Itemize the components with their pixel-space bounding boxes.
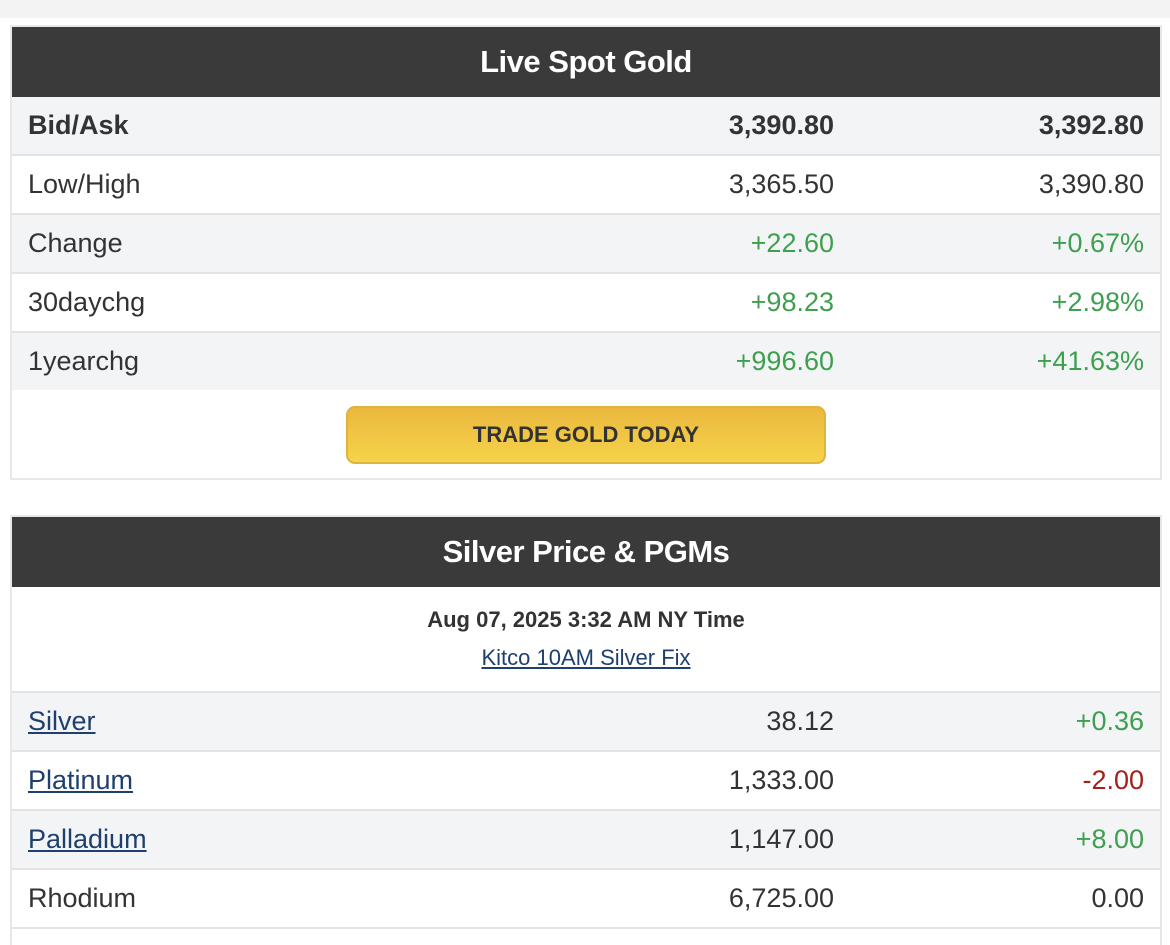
silver-fix-link[interactable]: Kitco 10AM Silver Fix bbox=[481, 645, 691, 670]
table-row-change: Change +22.60 +0.67% bbox=[12, 215, 1160, 274]
table-row-rhodium: Rhodium 6,725.00 0.00 bbox=[12, 870, 1160, 929]
row-label-wrap: Platinum bbox=[12, 765, 524, 796]
table-row-1yearchg: 1yearchg +996.60 +41.63% bbox=[12, 333, 1160, 390]
change-percent: +0.67% bbox=[1051, 228, 1144, 258]
table-row-bid-ask: Bid/Ask 3,390.80 3,392.80 bbox=[12, 97, 1160, 156]
live-spot-gold-panel: Live Spot Gold Bid/Ask 3,390.80 3,392.80… bbox=[10, 25, 1162, 480]
30day-change-value: +98.23 bbox=[750, 287, 834, 317]
change-value: +22.60 bbox=[750, 228, 834, 258]
top-strip bbox=[0, 0, 1170, 18]
silver-price: 38.12 bbox=[766, 706, 834, 736]
rhodium-price: 6,725.00 bbox=[728, 883, 834, 913]
table-row-silver: Silver 38.12 +0.36 bbox=[12, 693, 1160, 752]
high-value: 3,390.80 bbox=[1038, 169, 1144, 199]
platinum-change: -2.00 bbox=[1082, 765, 1144, 795]
trade-gold-button[interactable]: TRADE GOLD TODAY bbox=[346, 406, 826, 464]
row-label: 30daychg bbox=[28, 287, 146, 317]
silver-link[interactable]: Silver bbox=[28, 706, 96, 736]
low-value: 3,365.50 bbox=[728, 169, 834, 199]
1year-change-percent: +41.63% bbox=[1036, 346, 1144, 376]
row-label: Rhodium bbox=[28, 883, 137, 913]
table-row-low-high: Low/High 3,365.50 3,390.80 bbox=[12, 156, 1160, 215]
silver-pgms-panel: Silver Price & PGMs Aug 07, 2025 3:32 AM… bbox=[10, 515, 1162, 945]
panel-title: Silver Price & PGMs bbox=[12, 517, 1160, 587]
row-label-wrap: Palladium bbox=[12, 824, 524, 855]
table-row-platinum: Platinum 1,333.00 -2.00 bbox=[12, 752, 1160, 811]
rhodium-change: 0.00 bbox=[1091, 883, 1144, 913]
bid-value: 3,390.80 bbox=[728, 110, 834, 140]
row-label: Change bbox=[28, 228, 123, 258]
palladium-change: +8.00 bbox=[1075, 824, 1144, 854]
palladium-link[interactable]: Palladium bbox=[28, 824, 147, 854]
30day-change-percent: +2.98% bbox=[1051, 287, 1144, 317]
palladium-price: 1,147.00 bbox=[728, 824, 834, 854]
silver-change: +0.36 bbox=[1075, 706, 1144, 736]
row-label: Low/High bbox=[28, 169, 141, 199]
panel-meta: Aug 07, 2025 3:32 AM NY Time Kitco 10AM … bbox=[12, 587, 1160, 693]
row-label: 1yearchg bbox=[28, 346, 140, 376]
panel-title: Live Spot Gold bbox=[12, 27, 1160, 97]
row-label-wrap: Silver bbox=[12, 706, 524, 737]
platinum-link[interactable]: Platinum bbox=[28, 765, 134, 795]
1year-change-value: +996.60 bbox=[735, 346, 834, 376]
table-row-palladium: Palladium 1,147.00 +8.00 bbox=[12, 811, 1160, 870]
button-container: TRADE GOLD TODAY bbox=[12, 390, 1160, 480]
row-label: Bid/Ask bbox=[28, 110, 129, 140]
timestamp: Aug 07, 2025 3:32 AM NY Time bbox=[427, 607, 745, 632]
table-row-30daychg: 30daychg +98.23 +2.98% bbox=[12, 274, 1160, 333]
ask-value: 3,392.80 bbox=[1038, 110, 1144, 140]
platinum-price: 1,333.00 bbox=[728, 765, 834, 795]
